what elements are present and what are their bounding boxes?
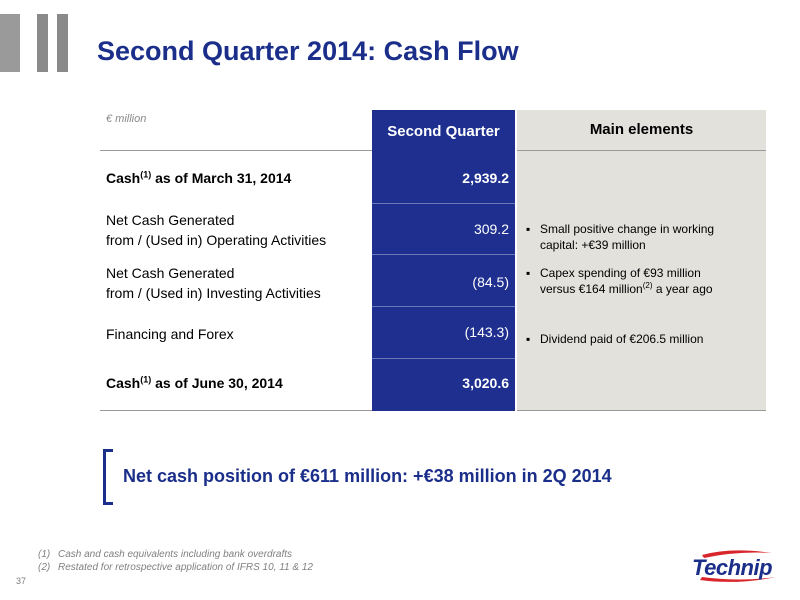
page-number: 37 [16, 576, 27, 586]
footnote-2: (2) Restated for retrospective applicatio… [38, 562, 313, 573]
row-label-investing: Net Cash Generated from / (Used in) Inve… [106, 265, 321, 301]
slide-title: Second Quarter 2014: Cash Flow [97, 36, 519, 66]
row-value-investing: (84.5) [472, 274, 509, 290]
bullet-working-capital: ▪ Small positive change in working capit… [526, 222, 715, 252]
logo-swoosh-icon [700, 550, 776, 582]
footnote-1: (1) Cash and cash equivalents including b… [38, 549, 293, 560]
row-value-cash-june: 3,020.6 [462, 375, 509, 391]
row-value-cash-march: 2,939.2 [462, 170, 509, 186]
row-label-cash-june: Cash(1) as of June 30, 2014 [106, 374, 283, 391]
logo-text: Technip [692, 555, 773, 580]
row-label-cash-march: Cash(1) as of March 31, 2014 [106, 169, 292, 186]
row-divider [372, 306, 515, 307]
main-elements-panel [517, 110, 766, 411]
table-divider [517, 410, 766, 411]
row-value-financing: (143.3) [464, 324, 509, 340]
row-divider [372, 203, 515, 204]
bullet-icon: ▪ [526, 266, 531, 280]
bullet-icon: ▪ [526, 332, 531, 346]
decorative-bar [0, 14, 20, 72]
column-header-main-elements: Main elements [589, 121, 694, 138]
column-header-second-quarter: Second Quarter [387, 123, 500, 140]
table-divider [100, 410, 372, 411]
bullet-dividend: ▪ Dividend paid of €206.5 million [526, 332, 704, 346]
table-divider [517, 150, 766, 151]
bullet-capex: ▪ Capex spending of €93 million versus €… [526, 266, 713, 296]
row-divider [372, 358, 515, 359]
unit-label: € million [106, 113, 147, 125]
row-label-operating: Net Cash Generated from / (Used in) Oper… [106, 212, 327, 248]
net-cash-highlight: Net cash position of €611 million: +€38 … [123, 466, 612, 486]
table-divider [100, 150, 372, 151]
decorative-bar [57, 14, 68, 72]
row-divider [372, 254, 515, 255]
bullet-icon: ▪ [526, 222, 531, 236]
bracket-decoration [103, 449, 113, 505]
values-column [372, 110, 515, 411]
row-label-financing: Financing and Forex [106, 326, 234, 342]
decorative-bars-logo [0, 14, 70, 72]
decorative-bar [37, 14, 48, 72]
row-value-operating: 309.2 [473, 221, 509, 237]
technip-logo: Technip [692, 549, 780, 583]
